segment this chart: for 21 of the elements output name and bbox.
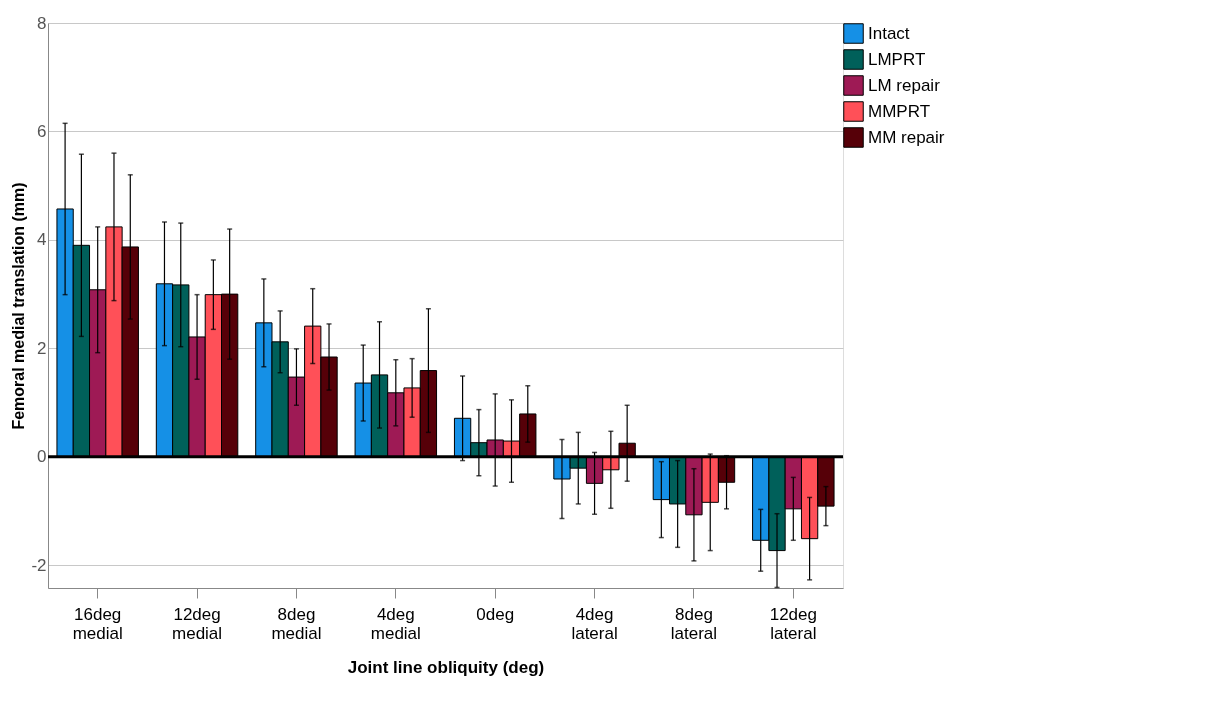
x-tick-label: 4deg medial (370, 604, 421, 643)
legend-label: MMPRT (868, 101, 931, 121)
x-axis-title: Joint line obliquity (deg) (347, 657, 545, 677)
y-tick-label: 6 (37, 121, 47, 141)
legend-label: LMPRT (868, 49, 926, 69)
x-tick-label: 12deg lateral (769, 604, 817, 643)
legend-label: MM repair (868, 127, 945, 147)
y-axis-title: Femoral medial translation (mm) (10, 182, 28, 430)
x-tick-label: 4deg lateral (571, 604, 618, 643)
legend-label: Intact (868, 23, 910, 43)
x-tick-label: 12deg medial (172, 604, 223, 643)
x-tick-label: 16deg medial (72, 604, 123, 643)
x-tick-label: 8deg lateral (670, 604, 718, 643)
x-tick-label: 0deg (476, 604, 515, 624)
y-tick-label: 0 (37, 447, 47, 467)
y-tick-label: 4 (37, 230, 47, 250)
y-tick-label: -2 (31, 555, 47, 575)
y-tick-label: 2 (37, 338, 47, 358)
x-tick-label: 8deg medial (271, 604, 322, 643)
y-tick-label: 8 (37, 13, 47, 33)
legend-label: LM repair (868, 75, 941, 95)
